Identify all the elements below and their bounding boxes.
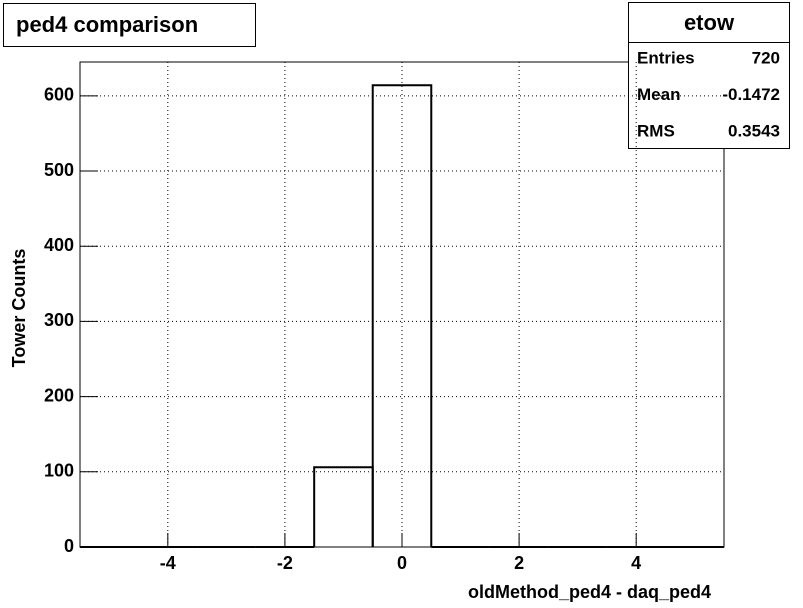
y-axis-label: Tower Counts [9, 249, 29, 368]
stats-title: etow [684, 10, 735, 35]
y-tick-label: 400 [44, 235, 74, 255]
y-tick-label: 600 [44, 85, 74, 105]
x-tick-label: 4 [631, 553, 641, 573]
y-tick-label: 200 [44, 385, 74, 405]
bar [371, 84, 433, 547]
title-box [3, 3, 256, 47]
x-tick-label: -2 [277, 553, 293, 573]
x-tick-label: 0 [397, 553, 407, 573]
x-tick-label: -4 [160, 553, 176, 573]
y-tick-label: 0 [64, 536, 74, 556]
stats-label: Entries [637, 48, 695, 67]
chart-title: ped4 comparison [16, 12, 198, 37]
y-tick-label: 100 [44, 461, 74, 481]
stats-label: Mean [637, 85, 680, 104]
stats-value: -0.1472 [722, 85, 780, 104]
stats-box [628, 2, 790, 149]
stats-value: 0.3543 [728, 121, 780, 140]
stats-label: RMS [637, 121, 675, 140]
x-axis-label: oldMethod_ped4 - daq_ped4 [468, 582, 711, 602]
stats-value: 720 [752, 48, 780, 67]
y-tick-label: 500 [44, 160, 74, 180]
y-tick-label: 300 [44, 310, 74, 330]
x-tick-label: 2 [514, 553, 524, 573]
